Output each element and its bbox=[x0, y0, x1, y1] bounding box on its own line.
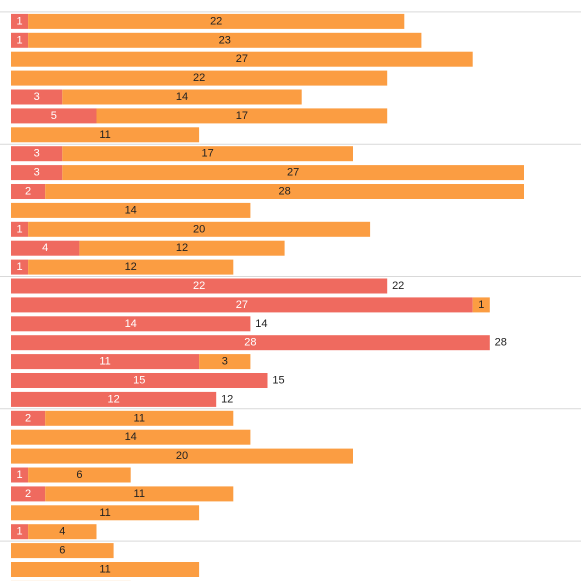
bar-segment-orange bbox=[199, 354, 251, 370]
data-label-orange: 1 bbox=[478, 299, 484, 311]
data-label-red: 3 bbox=[34, 91, 40, 103]
bar-segment-orange bbox=[28, 259, 234, 275]
data-label-red: 3 bbox=[34, 167, 40, 179]
bar-segment-red bbox=[11, 524, 29, 540]
data-label-orange: 12 bbox=[176, 242, 188, 254]
data-label-orange: 17 bbox=[236, 110, 248, 122]
bar-segment-orange bbox=[62, 165, 525, 181]
bar-segment-red bbox=[11, 221, 29, 237]
data-label-red: 12 bbox=[107, 393, 119, 405]
data-label-red: 3 bbox=[34, 148, 40, 160]
bar-segment-orange bbox=[11, 429, 251, 445]
data-label-red: 4 bbox=[42, 242, 48, 254]
data-label-total: 28 bbox=[495, 337, 507, 349]
bar-segment-red bbox=[11, 259, 29, 275]
data-label-orange: 14 bbox=[125, 204, 137, 216]
data-label-red: 1 bbox=[16, 526, 22, 538]
data-label-red: 28 bbox=[244, 337, 256, 349]
data-label-orange: 20 bbox=[193, 223, 205, 235]
data-label-total: 12 bbox=[221, 393, 233, 405]
data-label-red: 1 bbox=[16, 469, 22, 481]
data-label-orange: 17 bbox=[202, 148, 214, 160]
bar-segment-orange bbox=[45, 184, 524, 199]
data-label-orange: 11 bbox=[99, 564, 110, 576]
bar-segment-red bbox=[11, 391, 217, 407]
bar-segment-orange bbox=[11, 70, 388, 86]
data-label-red: 1 bbox=[16, 261, 22, 273]
bar-segment-red bbox=[11, 108, 97, 124]
bar-segment-red bbox=[11, 297, 473, 313]
bar-segment-orange bbox=[11, 448, 353, 464]
bar-segment-orange bbox=[62, 89, 302, 105]
data-label-orange: 14 bbox=[125, 431, 137, 443]
bar-segment-orange bbox=[79, 240, 285, 256]
data-label-red: 1 bbox=[16, 34, 22, 46]
data-label-red: 1 bbox=[16, 223, 22, 235]
data-label-orange: 28 bbox=[278, 186, 290, 198]
bar-segment-orange bbox=[28, 32, 422, 48]
bar-segment-orange bbox=[28, 467, 131, 483]
data-label-orange: 22 bbox=[210, 15, 222, 27]
data-label-red: 27 bbox=[236, 299, 248, 311]
data-label-orange: 27 bbox=[236, 53, 248, 65]
data-label-orange: 11 bbox=[99, 129, 110, 141]
data-label-orange: 6 bbox=[59, 545, 65, 557]
data-label-red: 15 bbox=[133, 375, 145, 387]
data-label-total: 15 bbox=[272, 375, 284, 387]
bar-segment-red bbox=[11, 486, 46, 502]
bar-segment-orange bbox=[28, 13, 405, 29]
bar-segment-orange bbox=[62, 146, 354, 162]
data-label-orange: 20 bbox=[176, 450, 188, 462]
bar-segment-red bbox=[11, 184, 46, 199]
data-label-red: 2 bbox=[25, 186, 31, 198]
bar-segment-red bbox=[11, 373, 268, 388]
data-label-orange: 23 bbox=[219, 34, 231, 46]
data-label-red: 2 bbox=[25, 488, 31, 500]
bar-segment-red bbox=[11, 146, 63, 162]
data-label-orange: 27 bbox=[287, 167, 299, 179]
data-label-orange: 22 bbox=[193, 72, 205, 84]
bar-segment-orange bbox=[11, 505, 200, 521]
data-label-orange: 14 bbox=[176, 91, 188, 103]
bar-segment-orange bbox=[11, 562, 200, 577]
bar-segment-red bbox=[11, 240, 80, 256]
bar-segment-red bbox=[11, 467, 29, 483]
bar-segment-red bbox=[11, 316, 251, 332]
bar-segment-red bbox=[11, 354, 200, 370]
bar-segment-orange bbox=[11, 202, 251, 218]
bar-segment-red bbox=[11, 335, 490, 351]
bar-segment-orange bbox=[45, 486, 234, 502]
data-label-orange: 3 bbox=[222, 356, 228, 368]
bar-segment-red bbox=[11, 89, 63, 105]
data-label-red: 11 bbox=[99, 356, 110, 368]
bar-segment-orange bbox=[11, 543, 114, 559]
bar-segment-orange bbox=[11, 51, 473, 67]
bar-segment-orange bbox=[96, 108, 388, 124]
data-label-orange: 11 bbox=[134, 412, 145, 424]
bar-segment-orange bbox=[45, 410, 234, 426]
bar-segment-orange bbox=[28, 524, 97, 540]
data-label-red: 1 bbox=[16, 15, 22, 27]
data-label-total: 14 bbox=[255, 318, 267, 330]
bar-segment-red bbox=[11, 278, 388, 294]
data-label-red: 22 bbox=[193, 280, 205, 292]
data-label-orange: 4 bbox=[59, 526, 65, 538]
bar-segment-orange bbox=[11, 127, 200, 143]
bar-segment-red bbox=[11, 13, 29, 29]
data-label-orange: 12 bbox=[125, 261, 137, 273]
data-label-red: 14 bbox=[125, 318, 137, 330]
bar-segment-orange bbox=[472, 297, 490, 313]
data-label-orange: 11 bbox=[99, 507, 110, 519]
bar-segment-red bbox=[11, 32, 29, 48]
bar-segment-orange bbox=[28, 221, 371, 237]
bar-segment-red bbox=[11, 165, 63, 181]
data-label-total: 22 bbox=[392, 280, 404, 292]
data-label-orange: 6 bbox=[76, 469, 82, 481]
data-label-orange: 11 bbox=[134, 488, 145, 500]
bar-segment-red bbox=[11, 410, 46, 426]
data-label-red: 2 bbox=[25, 412, 31, 424]
data-label-red: 5 bbox=[51, 110, 57, 122]
